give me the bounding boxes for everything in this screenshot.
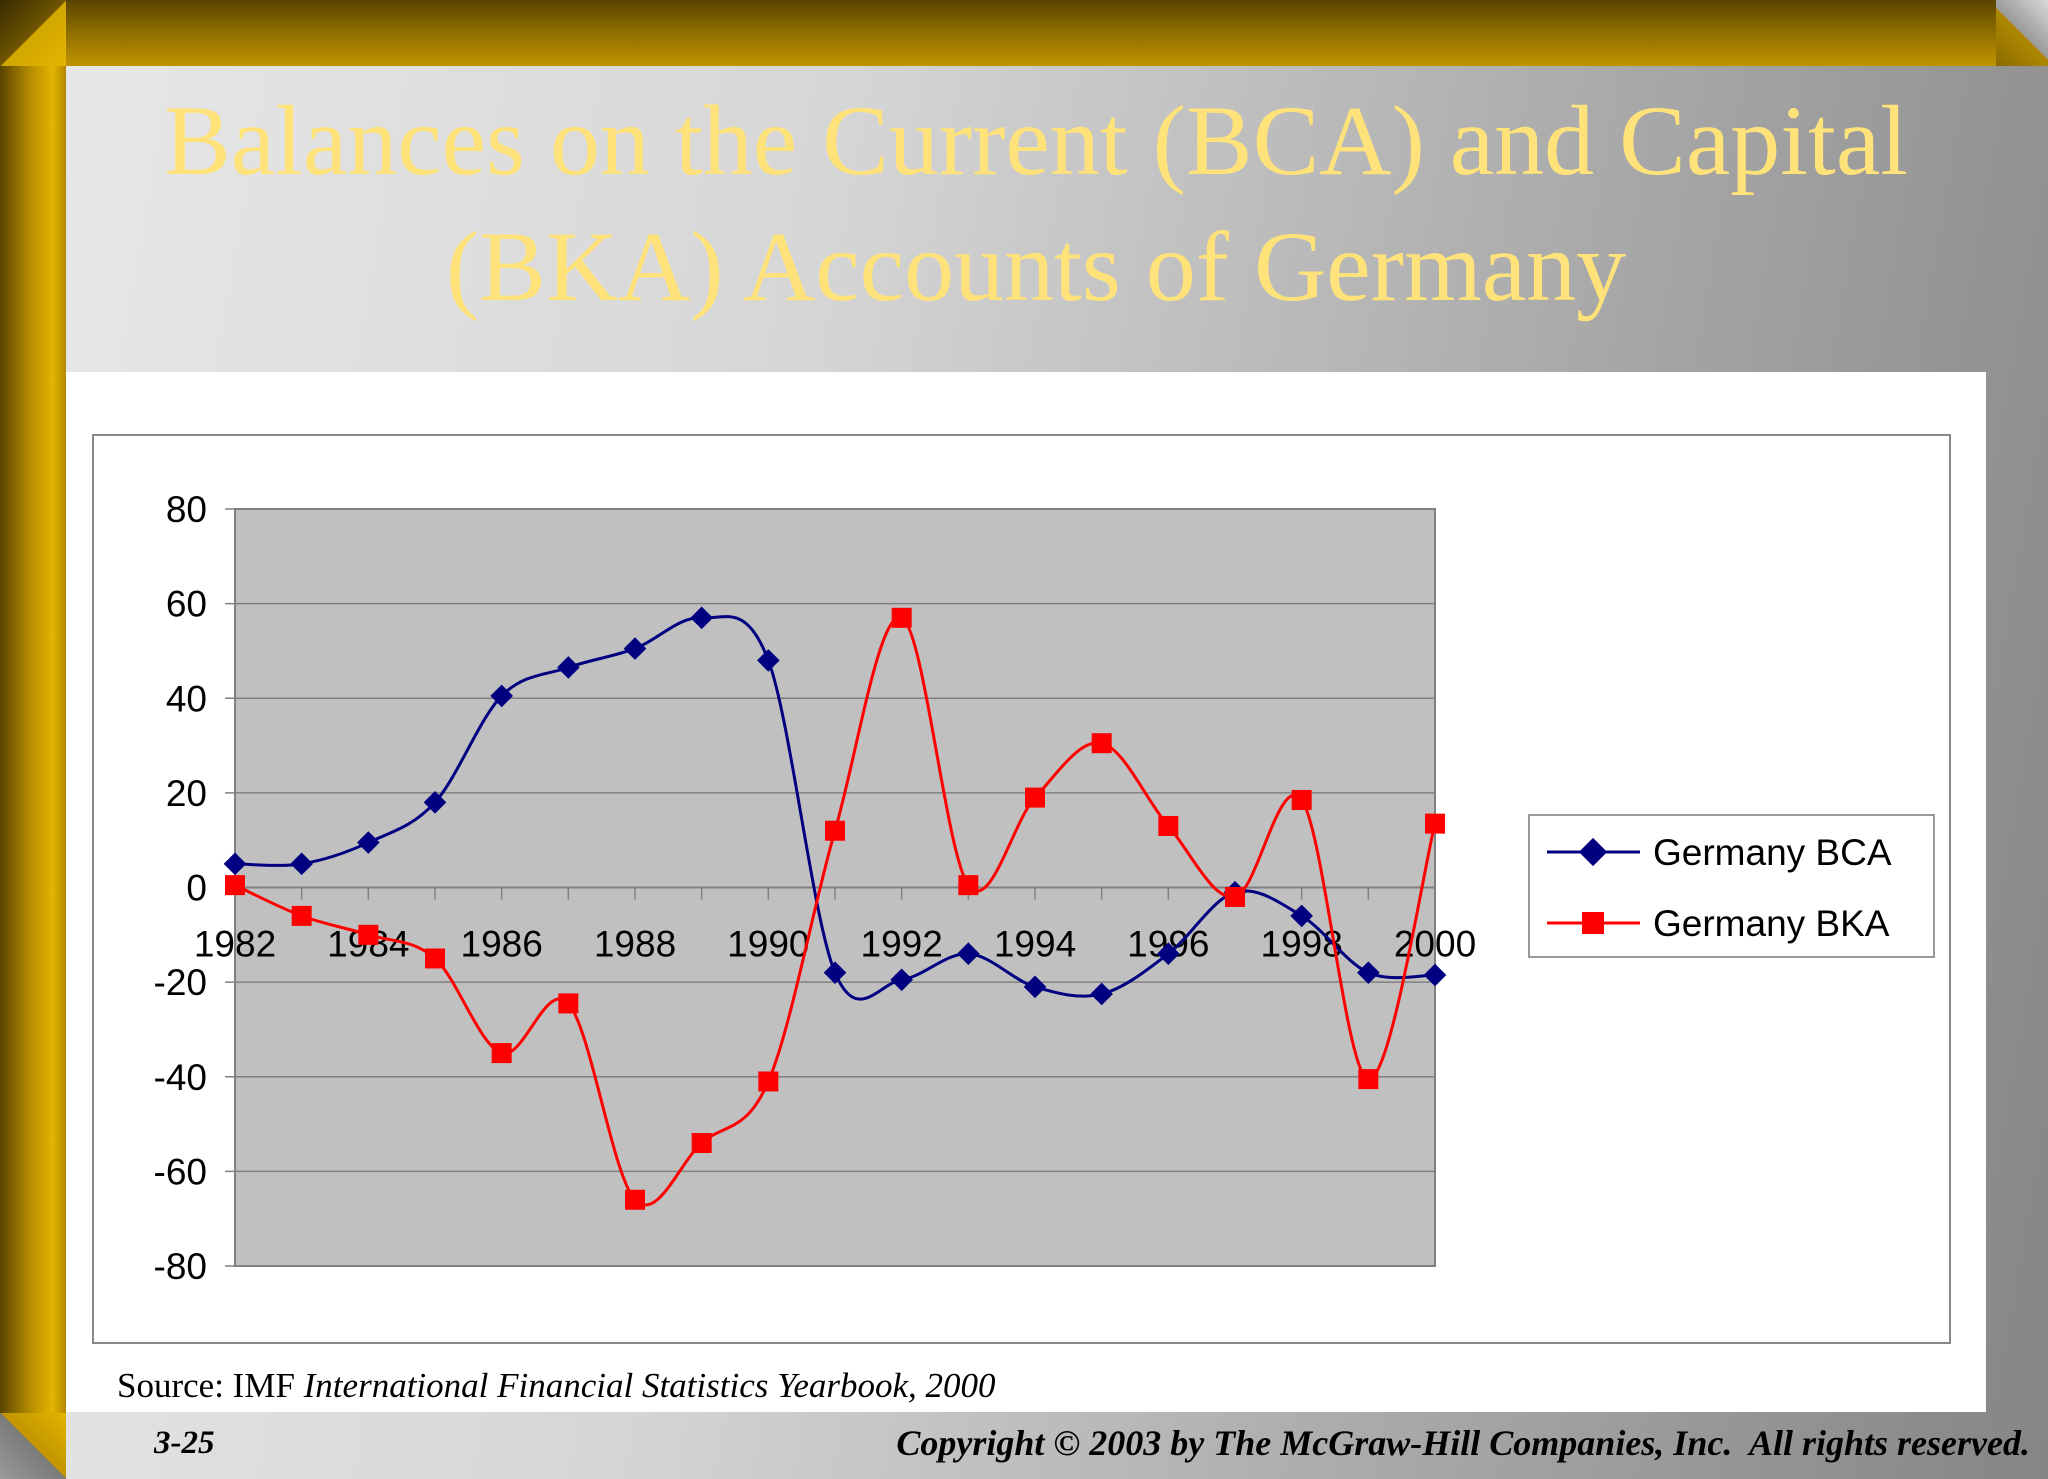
- bca-point-1985: [423, 791, 447, 814]
- x-tick-label: 2000: [1394, 924, 1476, 965]
- bca-point-1991: [823, 961, 847, 984]
- bca-point-1989: [690, 606, 713, 630]
- bka-point-1993: [958, 875, 979, 896]
- y-tick-label: 80: [166, 489, 207, 530]
- x-tick-label: 1986: [461, 924, 543, 965]
- slide-number: 3-25: [154, 1425, 215, 1461]
- bka-point-1998: [1291, 789, 1312, 810]
- bka-point-1997: [1225, 886, 1245, 907]
- source-note: Source: IMF International Financial Stat…: [117, 1366, 996, 1406]
- frame-left-bar: [0, 0, 66, 1479]
- bka-point-1988: [625, 1189, 645, 1210]
- x-tick-label: 1994: [994, 924, 1076, 965]
- x-tick-labels: 1982198419861988199019921994199619982000: [194, 924, 1476, 965]
- bca-point-1988: [623, 637, 647, 660]
- y-tick-label: -80: [154, 1246, 207, 1287]
- bca-point-1993: [957, 942, 980, 966]
- frame-top-bar: [0, 0, 2048, 66]
- legend-marker-bca: [1578, 837, 1608, 867]
- x-tick-label: 1992: [861, 924, 943, 965]
- legend-label-bka: Germany BKA: [1653, 903, 1890, 944]
- bca-point-1994: [1023, 975, 1047, 999]
- bka-point-1990: [758, 1071, 779, 1092]
- bca-point-1990: [757, 649, 780, 672]
- bka-point-1994: [1025, 787, 1045, 808]
- bka-point-1995: [1091, 733, 1112, 754]
- bca-point-1999: [1357, 961, 1380, 984]
- bca-point-1986: [490, 684, 513, 708]
- bca-point-1984: [357, 831, 380, 854]
- bka-point-1982: [225, 875, 245, 896]
- bca-point-1996: [1157, 942, 1180, 966]
- slide-title: Balances on the Current (BCA) and Capita…: [164, 85, 1908, 322]
- bka-point-1987: [558, 993, 579, 1014]
- bka-point-1984: [358, 924, 379, 945]
- bka-point-1991: [825, 820, 845, 841]
- copyright-notice: Copyright © 2003 by The McGraw-Hill Comp…: [896, 1423, 2030, 1463]
- bca-point-1987: [557, 656, 580, 679]
- y-tick-label: 20: [166, 773, 207, 814]
- bka-point-1983: [291, 905, 312, 926]
- y-tick-label: -20: [154, 962, 207, 1003]
- bca-point-2000: [1423, 963, 1447, 987]
- bca-point-1992: [890, 968, 913, 992]
- y-tick-label: -60: [154, 1151, 207, 1192]
- source-publication: International Financial Statistics Yearb…: [303, 1366, 996, 1405]
- y-tick-label: 40: [166, 678, 207, 719]
- legend-marker-bka: [1582, 912, 1604, 934]
- x-tick-label: 1990: [727, 924, 809, 965]
- y-tick-label: -40: [154, 1057, 207, 1098]
- legend-label-bca: Germany BCA: [1653, 832, 1892, 873]
- bca-point-1998: [1290, 904, 1313, 928]
- bka-point-1996: [1158, 815, 1179, 836]
- series-markers: [223, 606, 1447, 1210]
- bka-point-1989: [691, 1132, 712, 1153]
- bka-point-1999: [1358, 1069, 1379, 1090]
- bka-point-2000: [1425, 813, 1445, 834]
- x-tick-label: 1982: [194, 924, 276, 965]
- bca-point-1995: [1090, 982, 1113, 1006]
- x-tick-label: 1988: [594, 924, 676, 965]
- y-tick-labels: 80 60 40 20 0 -20 -40 -60 -80: [154, 489, 207, 1287]
- x-tick-label: 1998: [1261, 924, 1343, 965]
- frame-corner-bottom-left: [0, 1413, 66, 1479]
- source-prefix: Source: IMF: [117, 1366, 295, 1405]
- y-tick-label: 0: [186, 868, 207, 909]
- frame-corner-top-right: [1996, 0, 2048, 66]
- bka-point-1992: [891, 607, 912, 628]
- frame-corner-top-left: [0, 0, 66, 66]
- legend: Germany BCA Germany BKA: [1528, 814, 1935, 958]
- bka-point-1986: [491, 1043, 512, 1064]
- bka-point-1985: [425, 948, 445, 969]
- bca-point-1983: [290, 852, 313, 876]
- y-tick-label: 60: [166, 584, 207, 625]
